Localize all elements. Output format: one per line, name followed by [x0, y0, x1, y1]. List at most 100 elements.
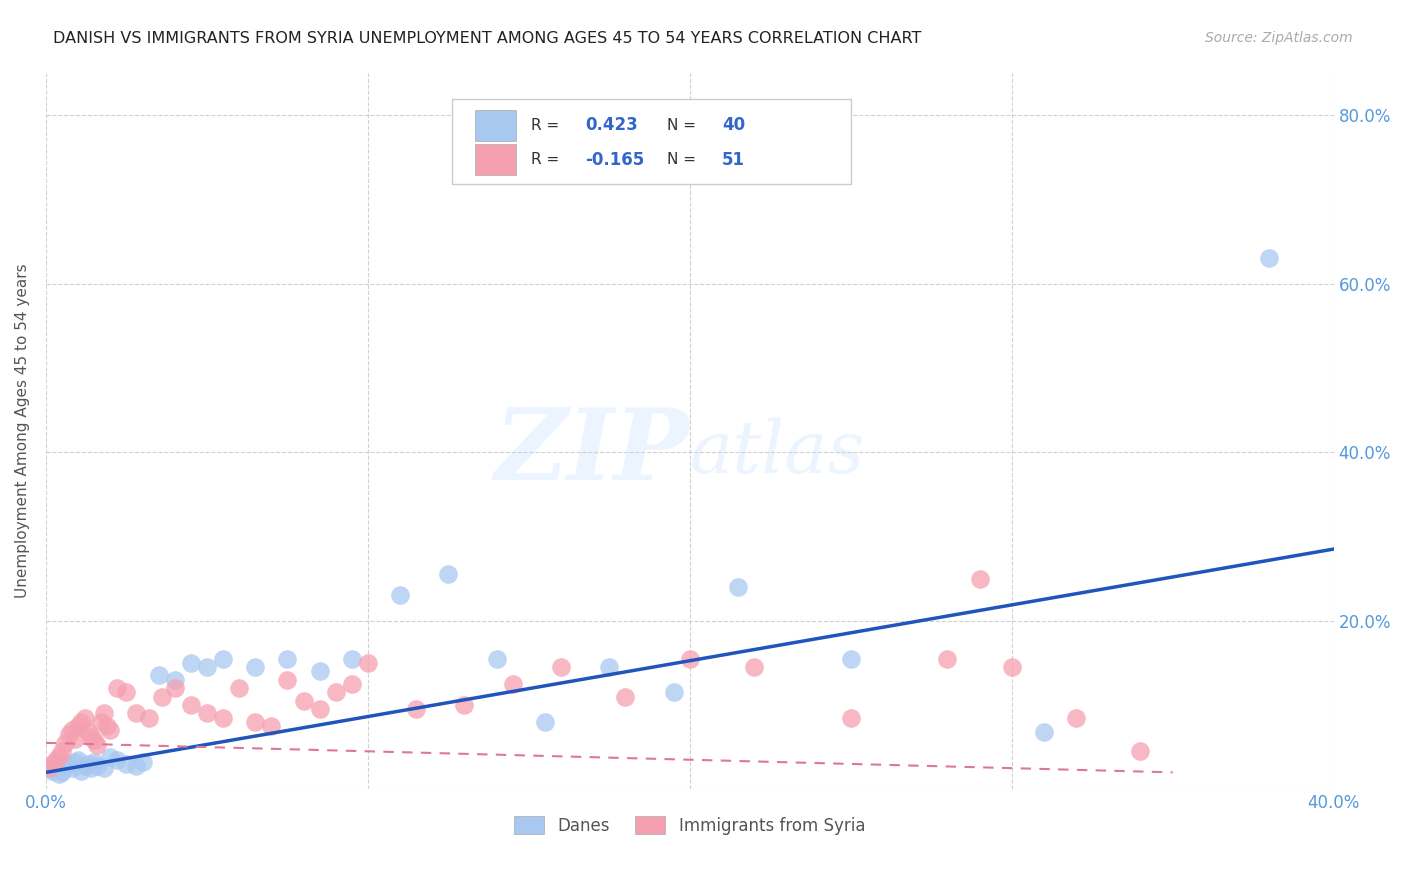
Point [228, 681, 250, 695]
Point [76, 756, 98, 771]
Point [98, 750, 121, 764]
Point [45, 753, 67, 767]
Point [73, 710, 96, 724]
Point [212, 710, 235, 724]
Text: 40: 40 [723, 116, 745, 135]
Point [550, 660, 572, 674]
Bar [475, 110, 516, 141]
Point [195, 660, 218, 674]
Point [38, 761, 60, 775]
Point [614, 690, 637, 704]
Point [1001, 660, 1024, 674]
Point [48, 748, 70, 763]
Point [53, 758, 76, 772]
Point [163, 673, 186, 687]
Text: ZIP: ZIP [495, 404, 690, 500]
Point [245, 660, 267, 674]
Point [83, 756, 105, 770]
Text: N =: N = [666, 118, 700, 133]
Point [245, 714, 267, 729]
Point [70, 764, 93, 778]
Point [839, 651, 862, 665]
Point [340, 651, 363, 665]
Point [1258, 252, 1281, 266]
Point [742, 660, 765, 674]
Point [86, 758, 108, 772]
Point [115, 685, 138, 699]
Point [662, 685, 685, 699]
Point [150, 690, 173, 704]
Text: -0.165: -0.165 [585, 151, 645, 169]
Point [67, 719, 90, 733]
Point [96, 719, 118, 733]
Point [308, 702, 330, 716]
Point [308, 665, 330, 679]
Point [80, 730, 103, 744]
Point [292, 694, 315, 708]
Legend: Danes, Immigrants from Syria: Danes, Immigrants from Syria [515, 816, 865, 835]
Point [58, 756, 80, 771]
Point [485, 651, 508, 665]
Point [340, 677, 363, 691]
Point [180, 698, 202, 712]
Point [1064, 710, 1087, 724]
Point [67, 753, 90, 767]
Text: N =: N = [666, 153, 700, 167]
Point [212, 651, 235, 665]
Text: atlas: atlas [690, 417, 865, 488]
Point [58, 727, 80, 741]
Point [389, 589, 412, 603]
Point [98, 723, 121, 738]
Point [53, 736, 76, 750]
Y-axis label: Unemployment Among Ages 45 to 54 years: Unemployment Among Ages 45 to 54 years [15, 264, 30, 599]
Point [105, 753, 128, 767]
Point [105, 681, 128, 695]
Text: Source: ZipAtlas.com: Source: ZipAtlas.com [1205, 31, 1353, 45]
Point [41, 764, 63, 778]
Point [125, 706, 148, 721]
Point [534, 714, 557, 729]
Point [679, 651, 702, 665]
Point [86, 739, 108, 753]
Point [60, 723, 83, 738]
Point [125, 758, 148, 772]
Point [936, 651, 959, 665]
Point [63, 731, 86, 746]
Text: R =: R = [531, 153, 565, 167]
Text: DANISH VS IMMIGRANTS FROM SYRIA UNEMPLOYMENT AMONG AGES 45 TO 54 YEARS CORRELATI: DANISH VS IMMIGRANTS FROM SYRIA UNEMPLOY… [53, 31, 922, 46]
Point [325, 685, 347, 699]
Point [70, 714, 93, 729]
Point [138, 710, 160, 724]
Point [83, 733, 105, 747]
Point [148, 668, 170, 682]
Point [93, 706, 115, 721]
Point [80, 761, 103, 775]
Point [73, 758, 96, 772]
Text: R =: R = [531, 118, 565, 133]
Point [1032, 725, 1054, 739]
Point [45, 761, 67, 775]
Point [727, 580, 749, 594]
Point [453, 698, 475, 712]
Point [76, 725, 98, 739]
Point [90, 714, 112, 729]
Point [41, 756, 63, 771]
Point [839, 710, 862, 724]
FancyBboxPatch shape [451, 100, 851, 184]
Point [131, 756, 153, 770]
Point [195, 706, 218, 721]
Point [93, 761, 115, 775]
Point [115, 756, 138, 771]
Point [276, 651, 298, 665]
Point [260, 719, 283, 733]
Text: 51: 51 [723, 151, 745, 169]
Point [48, 767, 70, 781]
Point [405, 702, 427, 716]
Point [1129, 744, 1152, 758]
Point [163, 681, 186, 695]
Point [180, 656, 202, 670]
Point [437, 567, 460, 582]
Point [357, 656, 380, 670]
Point [276, 673, 298, 687]
Text: 0.423: 0.423 [585, 116, 638, 135]
